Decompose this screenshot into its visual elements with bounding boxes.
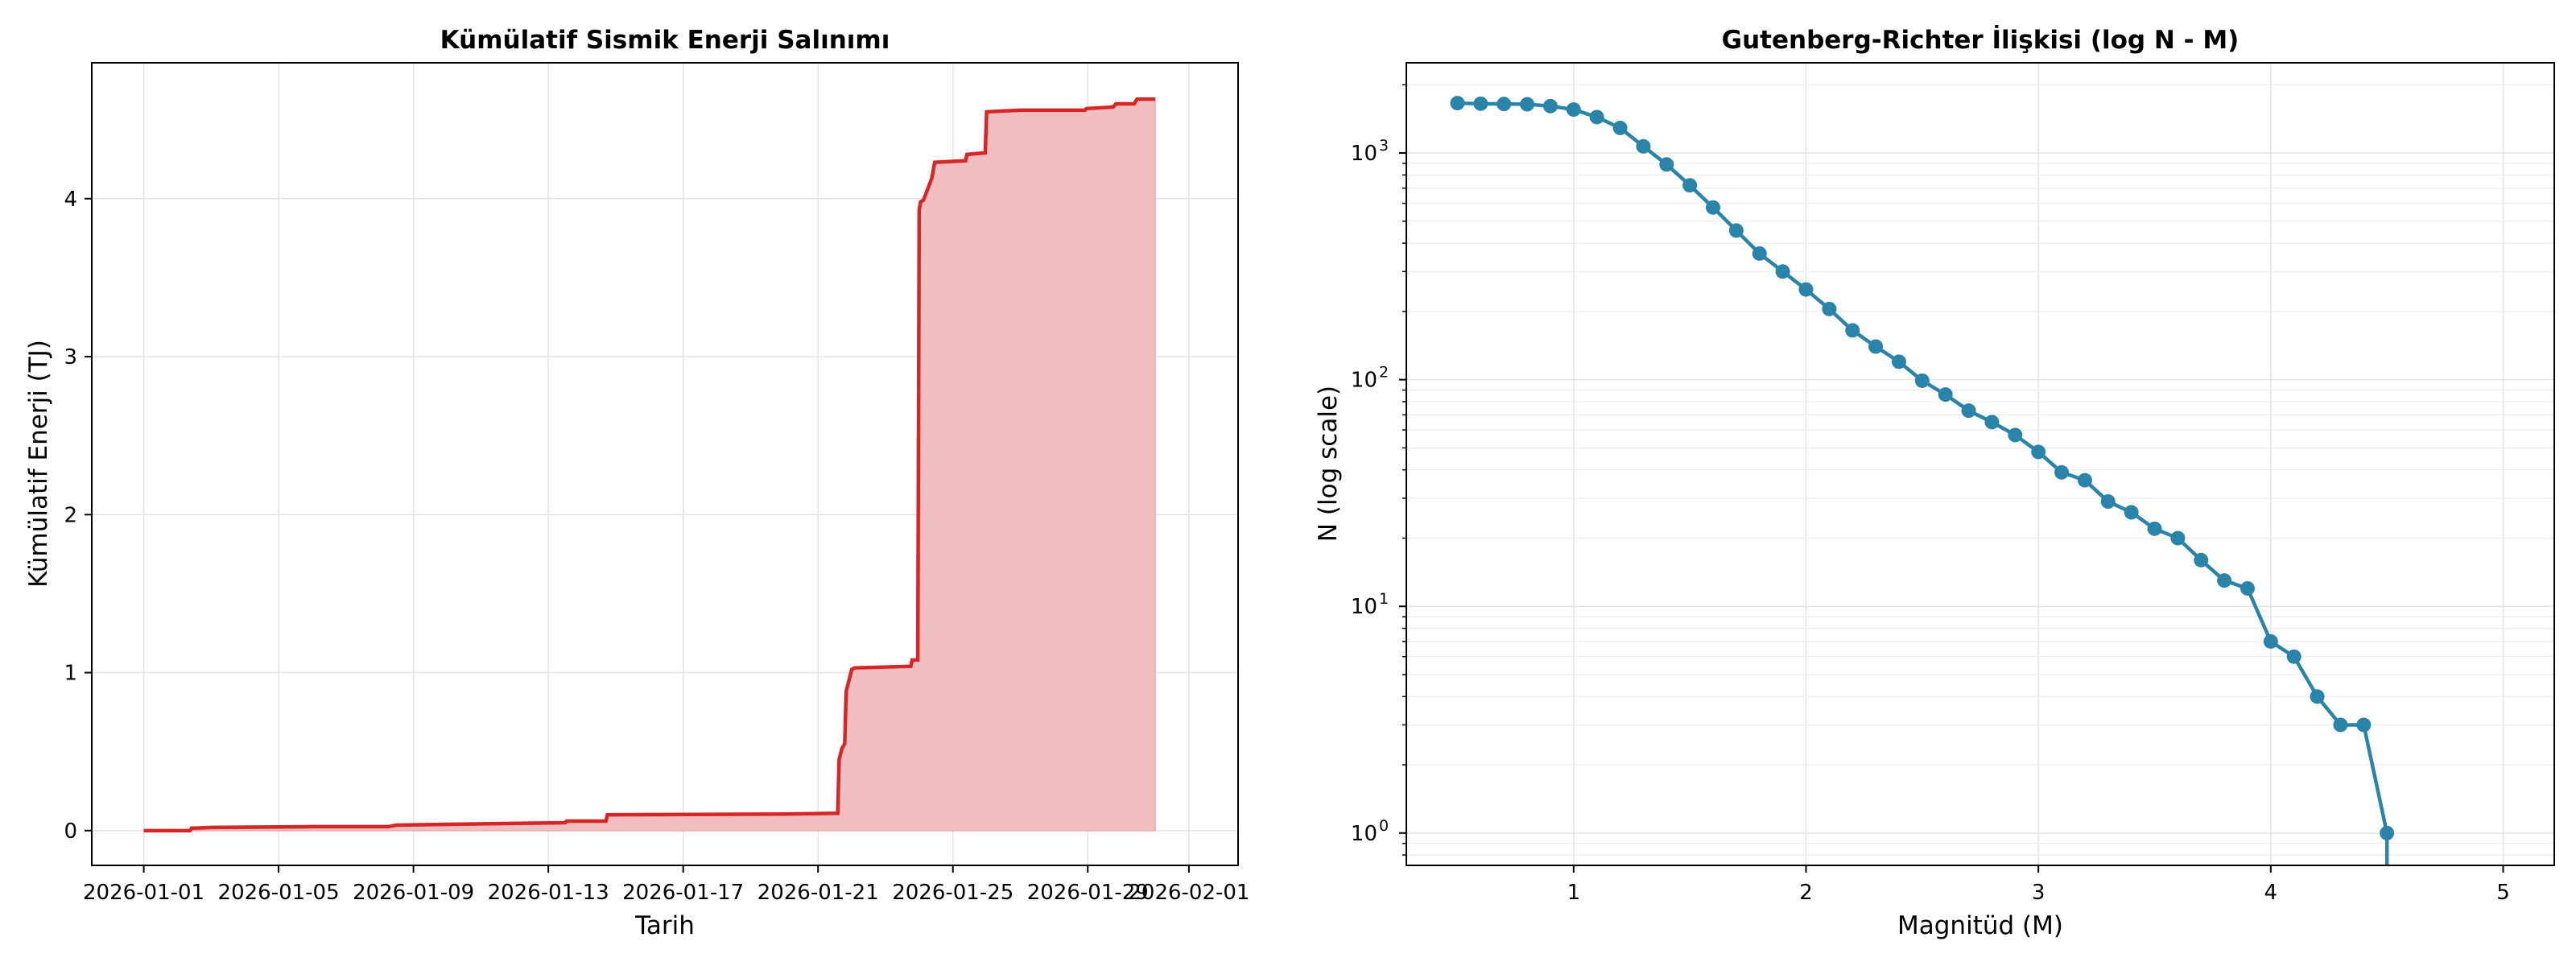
energy-y-axis-label: Kümülatif Enerji (TJ)	[24, 340, 53, 588]
gr-chart-title: Gutenberg-Richter İlişkisi (log N - M)	[1722, 26, 2240, 55]
gr-data-point	[1542, 98, 1558, 114]
gr-data-point	[1589, 109, 1604, 125]
gr-data-point	[1868, 339, 1884, 354]
gr-data-point	[2054, 464, 2070, 480]
energy-plot-frame	[91, 62, 1239, 866]
gr-data-point	[1473, 96, 1488, 111]
gr-x-tick-label: 5	[2496, 881, 2510, 905]
energy-x-tick-label: 2026-01-17	[622, 881, 744, 905]
gr-data-point	[2263, 634, 2278, 649]
energy-series-line	[143, 97, 1156, 833]
gr-data-point	[1822, 301, 1837, 316]
gr-data-point	[1520, 97, 1535, 112]
gr-data-point	[2147, 521, 2162, 536]
gr-x-tick-label: 1	[1567, 881, 1581, 905]
energy-x-tick-label: 2026-01-25	[892, 881, 1013, 905]
gr-data-point	[2031, 444, 2046, 460]
gr-data-point	[2077, 473, 2092, 488]
energy-x-tick-label: 2026-01-21	[758, 881, 879, 905]
energy-y-tick-label: 4	[64, 188, 77, 212]
energy-ticks: 2026-01-01 2026-01-05 2026-01-09 2026-01-13…	[64, 188, 1249, 905]
gr-y-tick-exponent: 2	[1379, 364, 1389, 382]
gr-data-point	[1612, 120, 1628, 135]
energy-x-tick-label: 2026-01-05	[218, 881, 340, 905]
gr-data-point	[1728, 223, 1744, 238]
gr-y-tick-base: 10	[1351, 595, 1377, 619]
gr-data-point	[2008, 427, 2023, 443]
gr-points	[1450, 96, 2395, 840]
gr-data-point	[1706, 200, 1721, 215]
gr-x-tick-label: 4	[2264, 881, 2278, 905]
gr-data-point	[2194, 552, 2209, 568]
gr-data-point	[2100, 494, 2116, 510]
gr-data-point	[1798, 282, 1814, 297]
gr-plot-frame	[1406, 62, 2555, 866]
energy-x-tick-label: 2026-01-29	[1027, 881, 1149, 905]
gr-data-point	[2310, 689, 2325, 704]
energy-x-tick-label: 2026-01-09	[353, 881, 474, 905]
gr-data-point	[1752, 246, 1767, 261]
energy-line	[143, 97, 1156, 833]
energy-x-axis-label: Tarih	[634, 911, 695, 940]
energy-y-tick-label: 3	[64, 345, 77, 369]
gr-data-point	[2170, 530, 2186, 546]
gr-y-tick-base: 10	[1351, 369, 1377, 393]
energy-y-tick-label: 2	[64, 503, 77, 527]
gr-x-tick-label: 2	[1799, 881, 1813, 905]
gr-data-point	[2380, 825, 2395, 840]
gr-y-tick-exponent: 3	[1379, 137, 1389, 155]
energy-chart-title: Kümülatif Sismik Enerji Salınımı	[440, 26, 890, 55]
gr-data-point	[2286, 649, 2301, 664]
gr-data-point	[1682, 178, 1698, 193]
gr-data-point	[2217, 573, 2232, 588]
gr-data-point	[1891, 354, 1906, 369]
gr-data-point	[1961, 403, 1976, 419]
energy-x-tick-label: 2026-02-01	[1128, 881, 1249, 905]
gr-y-tick-base: 10	[1351, 822, 1377, 846]
gr-y-tick-exponent: 1	[1379, 590, 1389, 608]
energy-y-tick-label: 0	[64, 819, 77, 844]
gr-data-point	[2333, 717, 2348, 733]
gr-grid	[1406, 63, 2554, 865]
gr-data-point	[1566, 102, 1581, 118]
gr-data-point	[1984, 415, 2000, 430]
gr-data-point	[1914, 373, 1930, 388]
gr-data-point	[1636, 138, 1651, 154]
gr-y-tick-base: 10	[1351, 142, 1377, 166]
gr-data-point	[1775, 264, 1790, 279]
gr-y-tick-exponent: 0	[1379, 817, 1389, 835]
gr-data-point	[1450, 96, 1465, 111]
energy-x-tick-label: 2026-01-01	[83, 881, 204, 905]
gr-data-point	[1496, 97, 1512, 112]
gr-data-point	[2124, 505, 2139, 520]
gr-data-point	[1938, 387, 1953, 402]
gr-data-point	[1659, 157, 1674, 172]
gr-x-tick-label: 3	[2032, 881, 2046, 905]
gr-y-axis-label: N (log scale)	[1314, 386, 1343, 542]
gr-data-point	[1845, 323, 1860, 338]
gr-data-point	[2240, 580, 2255, 596]
gr-x-axis-label: Magnitüd (M)	[1897, 911, 2063, 940]
energy-x-tick-label: 2026-01-13	[488, 881, 609, 905]
gr-data-point	[2356, 717, 2372, 733]
energy-chart: 2026-01-01 2026-01-05 2026-01-09 2026-01-13…	[24, 26, 1249, 940]
energy-y-tick-label: 1	[64, 662, 77, 686]
